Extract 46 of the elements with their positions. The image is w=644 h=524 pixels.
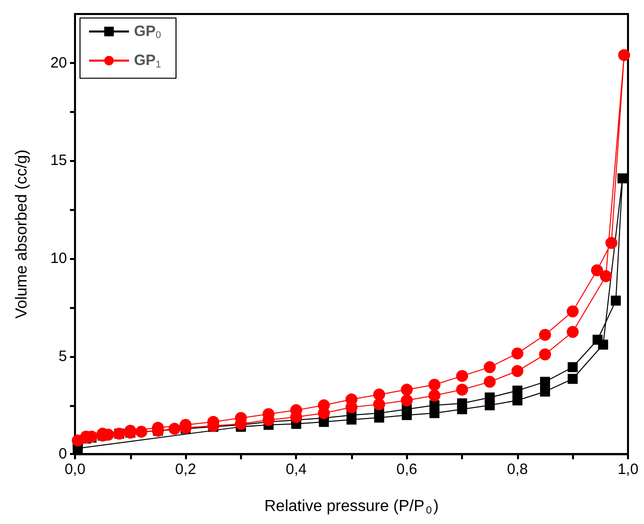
point	[617, 173, 628, 184]
point	[568, 374, 578, 384]
y-tick-label: 0	[58, 446, 67, 463]
point	[456, 384, 468, 396]
point	[568, 362, 578, 372]
y-tick-label: 10	[50, 250, 67, 268]
point	[373, 388, 386, 401]
point	[511, 347, 524, 360]
x-tick-label: 1,0	[618, 461, 638, 478]
x-tick-label: 0,6	[396, 461, 418, 478]
point	[457, 398, 468, 408]
point	[618, 49, 630, 62]
point	[566, 326, 579, 338]
point	[511, 365, 524, 378]
point	[400, 394, 413, 406]
point	[566, 305, 579, 318]
point	[400, 384, 413, 396]
point	[135, 426, 148, 438]
y-tick-label: 15	[50, 152, 67, 170]
x-tick-label: 0,0	[64, 461, 86, 478]
point	[429, 400, 440, 410]
point	[428, 378, 440, 391]
x-tick-label: 0,4	[286, 461, 307, 478]
x-tick-label: 0,8	[506, 461, 528, 478]
point	[512, 386, 522, 396]
y-axis-title: Volume absorbed (cc/g)	[14, 150, 30, 319]
point	[591, 264, 604, 276]
point	[456, 370, 468, 382]
point	[373, 398, 386, 410]
point	[428, 390, 440, 402]
point	[539, 348, 552, 360]
point	[600, 270, 612, 282]
point	[540, 376, 550, 387]
y-tick-label: 5	[58, 348, 67, 365]
point	[592, 334, 603, 345]
point	[484, 376, 496, 388]
point	[168, 422, 181, 435]
x-tick-label: 0,2	[175, 461, 196, 478]
point	[605, 236, 618, 249]
point	[512, 395, 522, 406]
point	[484, 361, 496, 374]
y-tick-label: 20	[50, 54, 67, 72]
point	[540, 386, 550, 397]
point	[610, 296, 621, 306]
point	[484, 392, 495, 402]
point	[539, 328, 552, 341]
